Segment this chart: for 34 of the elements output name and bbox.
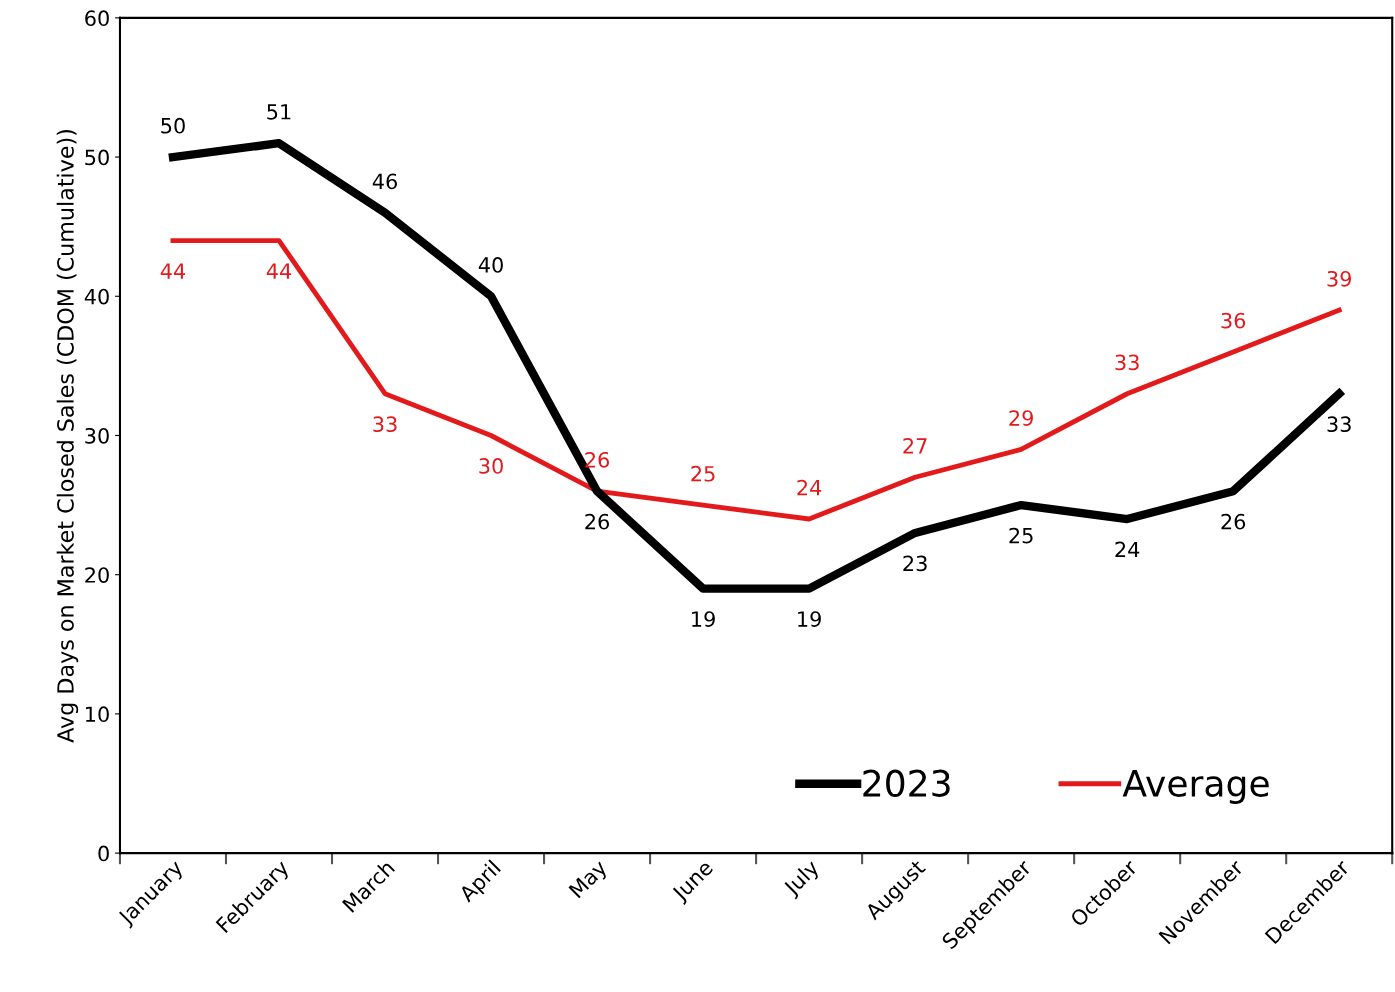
y-tick-label: 60: [85, 10, 109, 27]
data-label: 33: [373, 416, 397, 433]
data-label: 30: [479, 458, 503, 474]
data-label: 44: [266, 263, 292, 279]
data-label: 24: [1115, 541, 1140, 558]
data-label: 39: [1327, 270, 1351, 287]
data-label: 24: [797, 479, 822, 496]
data-label: 50: [161, 117, 185, 134]
data-label: 29: [1009, 410, 1033, 426]
data-label: 26: [585, 451, 609, 468]
data-label: 36: [1221, 312, 1246, 329]
y-tick-label: 40: [84, 288, 109, 305]
data-label: 25: [691, 465, 715, 482]
data-label: 26: [585, 513, 609, 530]
data-label: 33: [1327, 416, 1351, 433]
data-label: 51: [267, 104, 291, 120]
legend-label: Average: [1122, 770, 1269, 804]
data-label: 33: [1115, 354, 1139, 371]
data-label: 40: [478, 257, 503, 273]
data-label: 25: [1009, 527, 1033, 544]
y-tick-label: 20: [85, 567, 109, 583]
data-label: 27: [903, 438, 927, 454]
data-label: 44: [160, 263, 186, 279]
data-label: 46: [372, 173, 397, 190]
y-tick-label: 50: [85, 149, 109, 166]
legend-label: 2023: [863, 769, 950, 797]
y-tick-label: 0: [98, 845, 109, 862]
data-label: 19: [692, 611, 715, 627]
y-axis-title: Avg Days on Market Closed Sales (CDOM (Cumulative)): [56, 130, 79, 743]
data-label: 26: [1221, 513, 1246, 530]
data-label: 19: [798, 611, 821, 627]
data-label: 23: [903, 555, 927, 572]
y-tick-label: 30: [85, 427, 109, 444]
y-tick-label: 10: [86, 706, 109, 723]
